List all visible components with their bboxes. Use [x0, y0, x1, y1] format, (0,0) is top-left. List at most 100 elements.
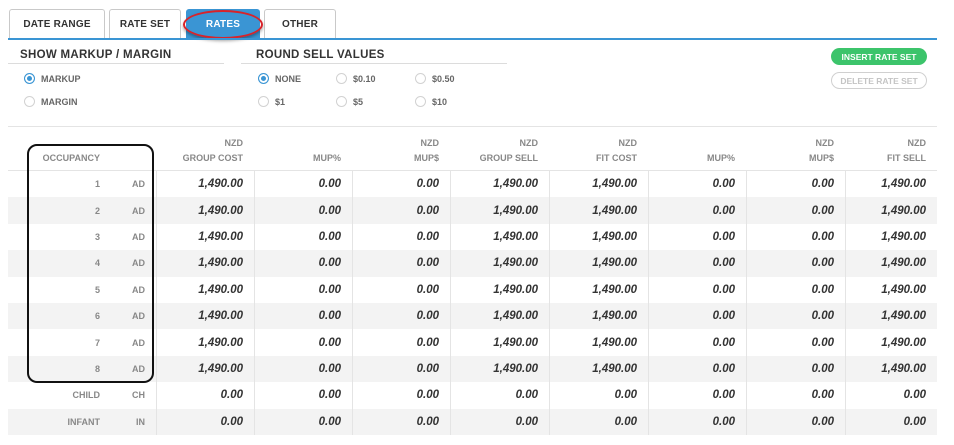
rate-value-cell[interactable]: 1,490.00	[450, 250, 549, 277]
radio-round-1[interactable]: $1	[258, 96, 285, 107]
rate-value-cell[interactable]: 0.00	[648, 302, 746, 330]
rate-value-cell[interactable]: 1,490.00	[549, 355, 648, 383]
rate-value-cell[interactable]: 0.00	[254, 408, 352, 435]
rate-value-cell[interactable]: 0.00	[746, 197, 845, 224]
rate-value-cell[interactable]: 0.00	[648, 276, 746, 303]
rate-value-cell[interactable]: 0.00	[648, 223, 746, 251]
rate-value-cell[interactable]: 0.00	[156, 408, 254, 435]
radio-round-none[interactable]: NONE	[258, 73, 301, 84]
rate-value-cell[interactable]: 0.00	[648, 382, 746, 409]
rate-value-cell[interactable]: 0.00	[254, 171, 352, 198]
rate-value-cell[interactable]: 1,490.00	[450, 223, 549, 251]
rate-value-cell[interactable]: 1,490.00	[549, 250, 648, 277]
rate-value-cell[interactable]: 0.00	[352, 329, 450, 356]
rate-value-cell[interactable]: 1,490.00	[845, 171, 937, 198]
rate-value-cell[interactable]: 1,490.00	[845, 276, 937, 303]
rate-value-cell[interactable]: 1,490.00	[156, 197, 254, 224]
rate-value-cell[interactable]: 0.00	[746, 302, 845, 330]
rate-value-cell[interactable]: 0.00	[746, 171, 845, 198]
rate-value-cell[interactable]: 0.00	[352, 302, 450, 330]
rate-value-cell[interactable]: 0.00	[648, 250, 746, 277]
radio-label: $5	[353, 96, 364, 107]
rate-value-cell[interactable]: 0.00	[648, 197, 746, 224]
rate-value-cell[interactable]: 1,490.00	[450, 171, 549, 198]
radio-margin[interactable]: MARGIN	[24, 96, 78, 107]
rate-value-cell[interactable]: 0.00	[746, 329, 845, 356]
tab-rate-set[interactable]: RATE SET	[109, 9, 181, 38]
rate-value-cell[interactable]: 1,490.00	[156, 250, 254, 277]
tab-underline	[8, 38, 937, 40]
rate-value-cell[interactable]: 0.00	[845, 408, 937, 435]
table-header: OCCUPANCY NZD GROUP COST MUP% NZD MUP$ NZD GR…	[8, 127, 937, 171]
rate-value-cell[interactable]: 0.00	[746, 276, 845, 303]
delete-rate-set-button[interactable]: DELETE RATE SET	[831, 72, 927, 89]
rate-value-cell[interactable]: 0.00	[746, 408, 845, 435]
insert-rate-set-button[interactable]: INSERT RATE SET	[831, 48, 927, 65]
rate-value-cell[interactable]: 0.00	[450, 382, 549, 409]
rate-value-cell[interactable]: 1,490.00	[156, 302, 254, 330]
rate-value-cell[interactable]: 1,490.00	[845, 197, 937, 224]
rate-value-cell[interactable]: 0.00	[352, 250, 450, 277]
tab-date-range[interactable]: DATE RANGE	[9, 9, 105, 38]
rate-value-cell[interactable]: 0.00	[254, 329, 352, 356]
rate-value-cell[interactable]: 0.00	[648, 329, 746, 356]
rate-value-cell[interactable]: 1,490.00	[156, 355, 254, 383]
rate-value-cell[interactable]: 1,490.00	[549, 329, 648, 356]
rate-value-cell[interactable]: 1,490.00	[845, 302, 937, 330]
rate-value-cell[interactable]: 0.00	[254, 355, 352, 383]
rate-value-cell[interactable]: 1,490.00	[450, 329, 549, 356]
rate-value-cell[interactable]: 0.00	[746, 250, 845, 277]
tab-other[interactable]: OTHER	[264, 9, 336, 38]
rate-value-cell[interactable]: 1,490.00	[845, 355, 937, 383]
rate-value-cell[interactable]: 0.00	[746, 223, 845, 251]
rate-value-cell[interactable]: 0.00	[648, 408, 746, 435]
rate-value-cell[interactable]: 0.00	[352, 408, 450, 435]
rate-value-cell[interactable]: 0.00	[352, 355, 450, 383]
radio-markup[interactable]: MARKUP	[24, 73, 81, 84]
radio-dot	[258, 73, 269, 84]
rate-value-cell[interactable]: 0.00	[254, 250, 352, 277]
rate-value-cell[interactable]: 1,490.00	[845, 329, 937, 356]
rate-value-cell[interactable]: 1,490.00	[549, 171, 648, 198]
rate-value-cell[interactable]: 0.00	[254, 382, 352, 409]
rate-value-cell[interactable]: 1,490.00	[549, 223, 648, 251]
rate-value-cell[interactable]: 0.00	[352, 276, 450, 303]
rate-value-cell[interactable]: 1,490.00	[450, 276, 549, 303]
rate-value-cell[interactable]: 0.00	[254, 223, 352, 251]
rate-value-cell[interactable]: 1,490.00	[845, 223, 937, 251]
rate-value-cell[interactable]: 1,490.00	[450, 197, 549, 224]
radio-round-10[interactable]: $10	[415, 96, 447, 107]
rate-value-cell[interactable]: 0.00	[450, 408, 549, 435]
table-row: 2 AD 1,490.00 0.00 0.00 1,490.00 1,490.00 0.00 0…	[8, 197, 937, 224]
rate-value-cell[interactable]: 0.00	[746, 382, 845, 409]
rate-value-cell[interactable]: 1,490.00	[450, 302, 549, 330]
rate-value-cell[interactable]: 0.00	[156, 382, 254, 409]
rate-value-cell[interactable]: 0.00	[352, 197, 450, 224]
rate-value-cell[interactable]: 0.00	[254, 302, 352, 330]
rate-value-cell[interactable]: 0.00	[549, 382, 648, 409]
rate-value-cell[interactable]: 0.00	[549, 408, 648, 435]
rate-value-cell[interactable]: 1,490.00	[156, 329, 254, 356]
rate-value-cell[interactable]: 0.00	[746, 355, 845, 383]
rate-value-cell[interactable]: 1,490.00	[156, 276, 254, 303]
rate-value-cell[interactable]: 0.00	[648, 171, 746, 198]
rate-value-cell[interactable]: 0.00	[352, 223, 450, 251]
rate-value-cell[interactable]: 1,490.00	[549, 302, 648, 330]
column-header: NZD FIT COST	[549, 136, 648, 166]
rate-value-cell[interactable]: 1,490.00	[549, 276, 648, 303]
radio-round-0-50[interactable]: $0.50	[415, 73, 455, 84]
rate-value-cell[interactable]: 1,490.00	[156, 223, 254, 251]
rate-value-cell[interactable]: 0.00	[648, 355, 746, 383]
radio-round-5[interactable]: $5	[336, 96, 363, 107]
rate-value-cell[interactable]: 0.00	[352, 382, 450, 409]
rate-value-cell[interactable]: 0.00	[254, 276, 352, 303]
rate-value-cell[interactable]: 0.00	[845, 382, 937, 409]
rate-value-cell[interactable]: 1,490.00	[549, 197, 648, 224]
rate-value-cell[interactable]: 0.00	[254, 197, 352, 224]
rate-value-cell[interactable]: 1,490.00	[845, 250, 937, 277]
radio-round-0-10[interactable]: $0.10	[336, 73, 376, 84]
rate-value-cell[interactable]: 1,490.00	[156, 171, 254, 198]
column-header-currency: NZD	[519, 138, 539, 148]
rate-value-cell[interactable]: 0.00	[352, 171, 450, 198]
rate-value-cell[interactable]: 1,490.00	[450, 355, 549, 383]
